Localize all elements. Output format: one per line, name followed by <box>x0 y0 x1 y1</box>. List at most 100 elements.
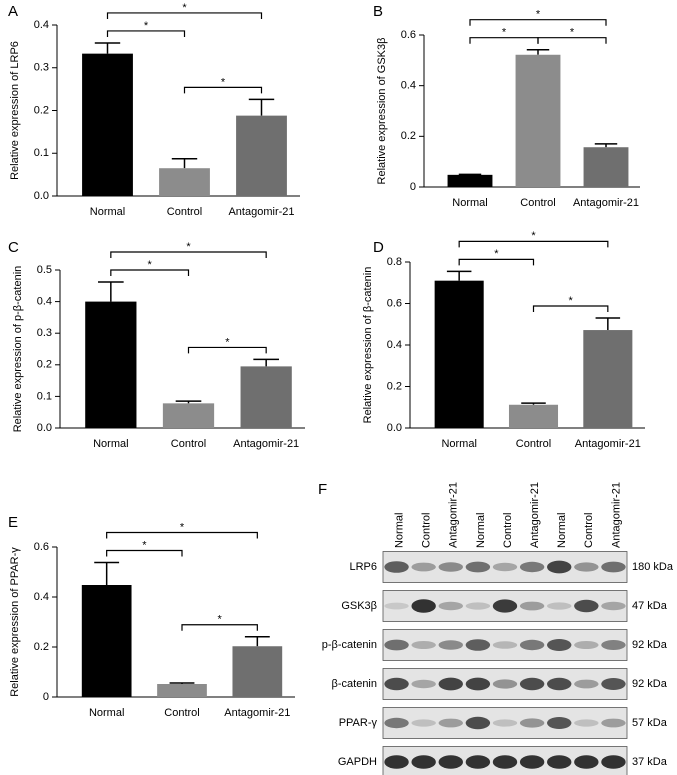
blot-band <box>519 601 545 611</box>
blot-band <box>547 755 572 769</box>
blot-band <box>465 602 491 610</box>
row-label: β-catenin <box>332 678 377 690</box>
blot-band <box>601 601 626 611</box>
y-axis-label: Relative expression of LRP6 <box>9 41 21 180</box>
y-tick-label: 0.1 <box>34 147 49 159</box>
bar <box>240 366 292 428</box>
row-label: p-β-catenin <box>322 639 377 651</box>
blot-band <box>492 719 518 727</box>
significance-bracket <box>106 30 186 37</box>
significance-bracket <box>181 624 258 631</box>
blot-band <box>574 641 599 649</box>
significance-label: * <box>494 248 499 260</box>
lane-label: Antagomir-21 <box>529 482 541 548</box>
blot-band <box>601 718 626 728</box>
x-tick-label: Control <box>520 197 555 209</box>
lane-label: Control <box>421 513 433 548</box>
blot-band <box>492 641 518 649</box>
blot-band <box>411 599 436 613</box>
size-label: 47 kDa <box>632 600 668 612</box>
blot-band <box>601 640 626 650</box>
significance-bracket <box>183 86 263 94</box>
blot-band <box>384 561 409 573</box>
significance-bracket <box>537 37 607 44</box>
blot-band <box>574 562 599 572</box>
significance-label: * <box>569 295 574 307</box>
blot-band <box>519 718 545 728</box>
x-tick-label: Normal <box>90 206 125 218</box>
y-tick-label: 0.4 <box>37 296 52 308</box>
significance-label: * <box>144 20 149 32</box>
significance-bracket <box>106 531 258 539</box>
significance-bracket <box>532 305 609 313</box>
row-label: LRP6 <box>349 561 377 573</box>
blot-band <box>519 639 545 651</box>
lane-label: Normal <box>475 513 487 548</box>
bar <box>515 54 561 188</box>
x-tick-label: Control <box>516 438 551 450</box>
significance-label: * <box>225 336 230 348</box>
size-label: 57 kDa <box>632 717 668 729</box>
lane-label: Normal <box>393 513 405 548</box>
y-tick-label: 0.4 <box>34 19 49 31</box>
blot-band <box>384 755 409 769</box>
y-tick-label: 0.2 <box>37 359 52 371</box>
x-tick-label: Antagomir-21 <box>573 197 639 209</box>
bar <box>447 174 493 187</box>
significance-label: * <box>531 230 536 242</box>
lane-label: Control <box>502 513 514 548</box>
y-tick-label: 0.4 <box>34 591 49 603</box>
panel-letter: E <box>8 514 18 531</box>
y-tick-label: 0.1 <box>37 390 52 402</box>
blot-band <box>384 602 409 610</box>
blot-band <box>438 755 463 769</box>
row-label: GAPDH <box>338 756 377 768</box>
blot-band <box>492 562 518 572</box>
blot-band <box>438 562 463 572</box>
y-tick-label: 0.0 <box>34 190 49 202</box>
blot-band <box>574 679 599 689</box>
blot-band <box>411 719 436 727</box>
significance-label: * <box>182 2 187 14</box>
blot-band <box>547 717 572 729</box>
significance-label: * <box>536 9 541 21</box>
blot-band <box>574 755 599 769</box>
x-tick-label: Control <box>167 206 202 218</box>
x-tick-label: Antagomir-21 <box>233 438 299 450</box>
blot-band <box>411 679 436 689</box>
blot-band <box>438 718 463 728</box>
lane-label: Control <box>583 513 595 548</box>
y-axis-label: Relative expression of p-β-catenin <box>12 266 24 433</box>
significance-bracket <box>110 251 267 259</box>
panel-letter: D <box>373 239 384 256</box>
blot-band <box>547 639 572 651</box>
bar <box>162 403 215 428</box>
x-tick-label: Antagomir-21 <box>575 438 641 450</box>
significance-bracket <box>187 346 267 354</box>
bar <box>157 684 207 697</box>
y-tick-label: 0.2 <box>34 104 49 116</box>
blot-band <box>547 560 572 574</box>
bar <box>85 301 137 428</box>
panel-letter: C <box>8 239 19 256</box>
y-tick-label: 0.0 <box>37 422 52 434</box>
blot-band <box>519 561 545 573</box>
blot-band <box>465 561 491 573</box>
blot-band <box>384 677 409 691</box>
blot-band <box>574 719 599 727</box>
significance-bracket <box>469 19 607 26</box>
significance-bracket <box>110 269 190 277</box>
panel-letter: A <box>8 3 18 20</box>
lane-label: Antagomir-21 <box>610 482 622 548</box>
blot-band <box>547 677 572 691</box>
blot-band <box>465 639 491 651</box>
bar <box>232 646 283 697</box>
significance-label: * <box>186 241 191 253</box>
blot-band <box>438 601 463 611</box>
lane-label: Antagomir-21 <box>448 482 460 548</box>
size-label: 37 kDa <box>632 756 668 768</box>
y-tick-label: 0.2 <box>34 641 49 653</box>
x-tick-label: Control <box>171 438 206 450</box>
significance-label: * <box>502 27 507 39</box>
row-label: PPAR-γ <box>339 717 378 729</box>
